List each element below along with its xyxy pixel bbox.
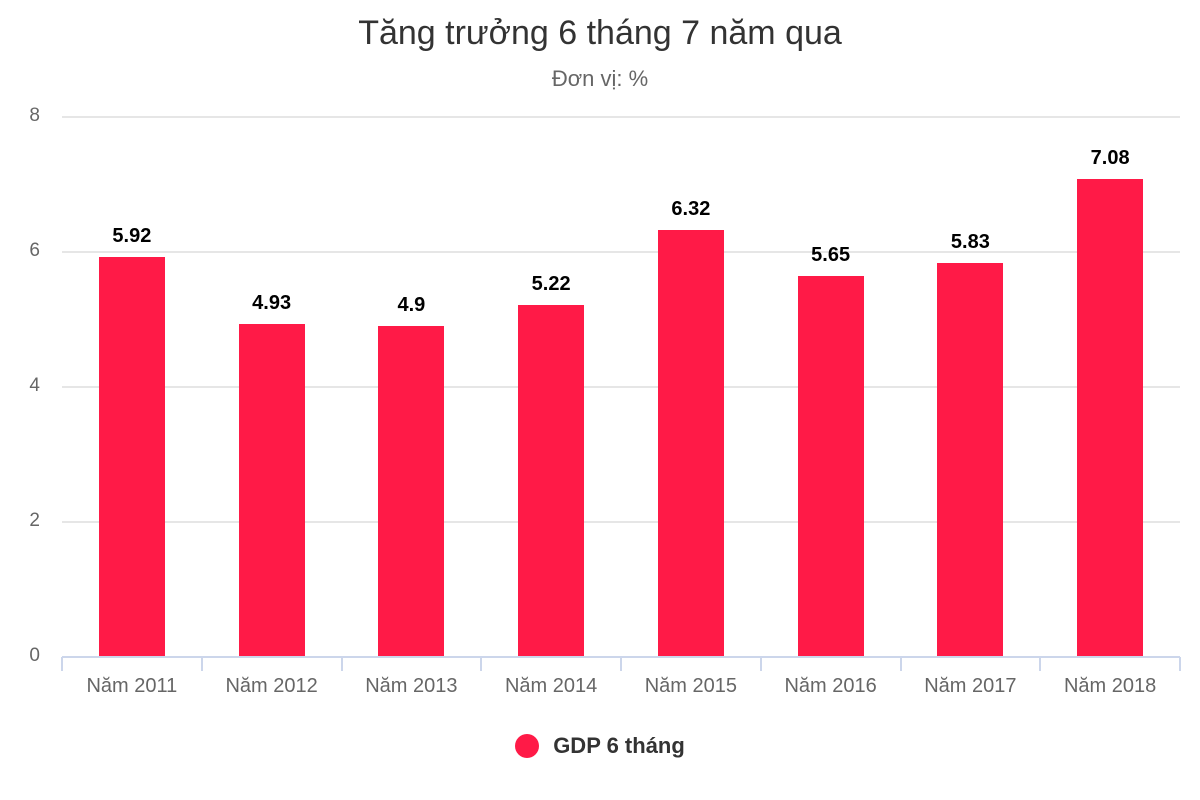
legend-item-gdp[interactable]: GDP 6 tháng [515, 733, 685, 759]
data-label: 7.08 [1090, 147, 1130, 170]
legend-label: GDP 6 tháng [553, 733, 685, 758]
x-tick-label: Năm 2014 [504, 675, 598, 697]
legend: GDP 6 tháng [0, 733, 1200, 759]
bar[interactable] [238, 324, 305, 657]
y-tick-label: 2 [29, 510, 40, 531]
gridline [62, 386, 1180, 388]
bar[interactable] [797, 275, 864, 657]
data-label: 4.93 [252, 292, 292, 315]
x-tick-mark [899, 657, 902, 671]
x-tick-label: Năm 2017 [924, 675, 1017, 697]
bar[interactable] [378, 326, 445, 657]
plot-area: 5.92 4.93 4.9 5.22 6.32 5.65 5.83 7.08 [62, 116, 1180, 657]
y-tick-label: 0 [29, 645, 40, 666]
bar[interactable] [937, 263, 1004, 657]
x-tick-label: Năm 2013 [365, 675, 458, 697]
gridline [62, 116, 1180, 118]
data-label: 6.32 [671, 198, 711, 221]
x-tick-mark [340, 657, 343, 671]
y-tick-label: 8 [29, 105, 40, 126]
x-tick-label: Năm 2016 [784, 675, 877, 697]
chart-subtitle: Đơn vị: % [551, 66, 649, 91]
legend-marker-icon [515, 734, 540, 758]
x-tick-label: Năm 2011 [86, 675, 178, 697]
bar[interactable] [1077, 179, 1144, 657]
x-tick-mark [200, 657, 203, 671]
x-tick-label: Năm 2012 [225, 675, 318, 697]
x-tick-mark [759, 657, 762, 671]
y-tick-label: 4 [29, 375, 40, 396]
x-tick-mark [480, 657, 483, 671]
bar[interactable] [657, 230, 724, 657]
gridline [62, 251, 1180, 253]
x-tick-mark [620, 657, 622, 671]
bar[interactable] [98, 257, 165, 657]
bar[interactable] [518, 304, 585, 657]
chart-title: Tăng trưởng 6 tháng 7 năm qua [358, 14, 842, 52]
data-label: 5.83 [950, 231, 990, 254]
data-label: 5.65 [811, 243, 851, 266]
x-tick-label: Năm 2018 [1063, 675, 1157, 697]
x-tick-mark [61, 657, 63, 671]
y-tick-label: 6 [29, 240, 40, 261]
data-label: 5.22 [531, 272, 571, 295]
gridline [62, 521, 1180, 523]
data-label: 4.9 [397, 294, 426, 317]
x-tick-mark [1039, 657, 1042, 671]
x-tick-label: Năm 2015 [644, 675, 738, 697]
data-label: 5.92 [112, 225, 152, 248]
x-tick-mark [1179, 657, 1181, 671]
